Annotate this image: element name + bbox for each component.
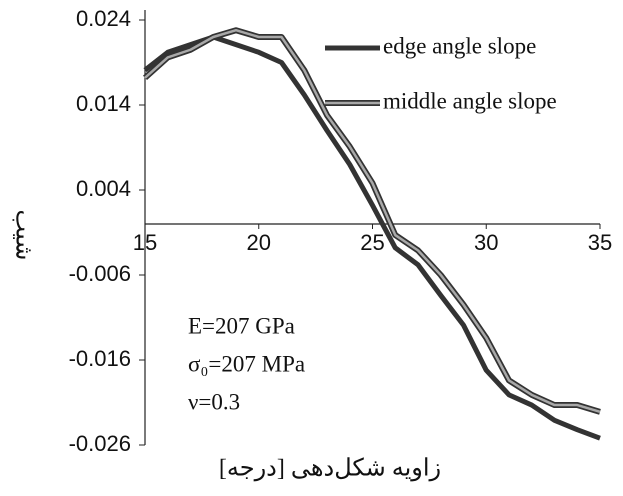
y-tick-label: 0.004 [76, 176, 131, 201]
x-tick-label: 30 [474, 230, 498, 255]
x-axis-label: زاویه شکل‌دهی [درجه] [219, 456, 441, 482]
y-tick-label: 0.024 [76, 6, 131, 31]
series-line [144, 28, 601, 414]
legend-label: edge angle slope [383, 33, 536, 58]
y-axis-label: شیب [10, 210, 36, 261]
annotation: ν=0.3 [188, 389, 240, 414]
annotation: E=207 GPa [188, 313, 295, 338]
y-tick-label: 0.014 [76, 91, 131, 116]
x-tick-label: 20 [247, 230, 271, 255]
legend-label: middle angle slope [383, 88, 557, 113]
annotation: σ₀=207 MPa [188, 351, 305, 376]
y-tick-label: -0.016 [69, 346, 131, 371]
y-tick-label: -0.006 [69, 261, 131, 286]
x-tick-label: 35 [588, 230, 612, 255]
x-tick-label: 15 [133, 230, 157, 255]
y-tick-label: -0.026 [69, 431, 131, 456]
series-line [143, 34, 601, 441]
x-tick-label: 25 [360, 230, 384, 255]
